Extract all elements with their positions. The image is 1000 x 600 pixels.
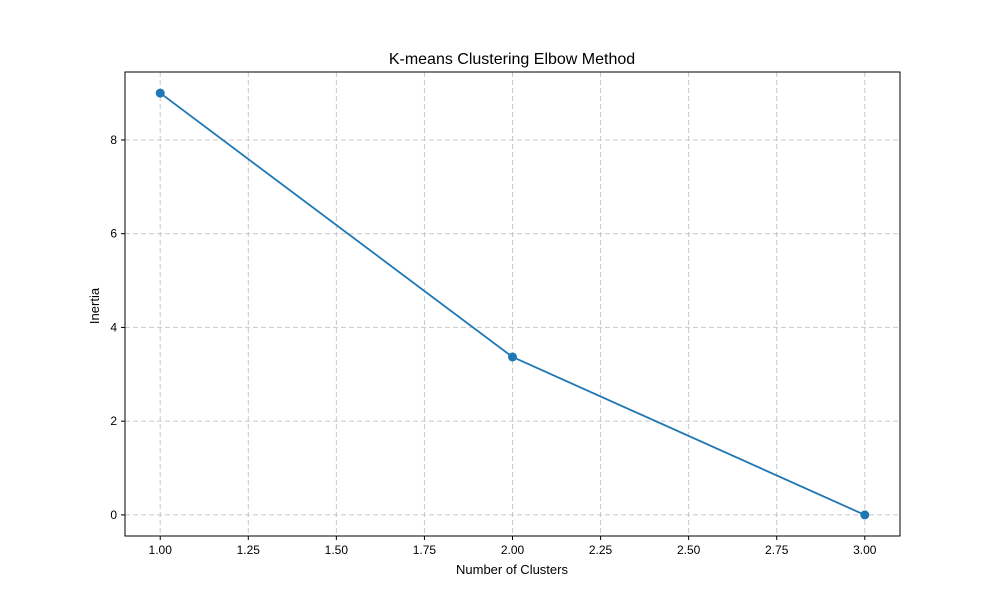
data-point-marker — [155, 88, 165, 98]
data-point-marker — [508, 352, 517, 362]
y-tick-label: 0 — [110, 508, 117, 522]
x-tick-label: 1.25 — [237, 543, 261, 557]
series-layer — [155, 88, 870, 520]
x-tick-label: 1.75 — [413, 543, 437, 557]
x-tick-label: 2.00 — [501, 543, 525, 557]
x-tick-label: 1.50 — [325, 543, 349, 557]
x-tick-label: 2.25 — [589, 543, 613, 557]
x-tick-label: 2.75 — [765, 543, 789, 557]
y-tick-label: 2 — [110, 414, 117, 428]
chart-title: K-means Clustering Elbow Method — [389, 51, 635, 68]
y-tick-label: 8 — [110, 133, 117, 147]
data-point-marker — [860, 510, 870, 520]
y-tick-label: 4 — [110, 320, 117, 334]
x-tick-label: 1.00 — [149, 543, 173, 557]
x-tick-label: 2.50 — [677, 543, 701, 557]
x-tick-label: 3.00 — [853, 543, 877, 557]
axis-ticks: 1.00 1.25 1.50 1.75 2.00 2.25 2.50 2.75 3.00 0 2 4 6… — [110, 133, 876, 557]
grid — [125, 72, 900, 536]
y-tick-label: 6 — [110, 227, 117, 241]
y-axis-label: Inertia — [87, 287, 102, 324]
x-axis-label: Number of Clusters — [456, 562, 568, 577]
